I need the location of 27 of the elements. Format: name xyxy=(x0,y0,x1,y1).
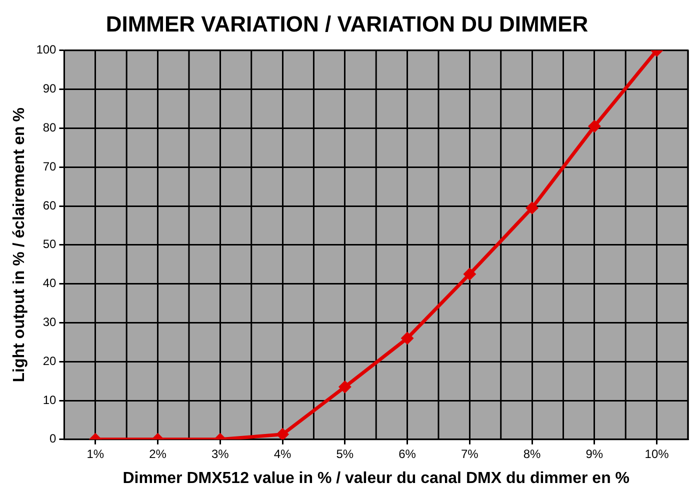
y-tick-label: 60 xyxy=(42,198,57,212)
x-tick-label: 7% xyxy=(461,446,479,461)
x-tick-label: 1% xyxy=(86,446,104,461)
x-tick-label: 8% xyxy=(523,446,542,461)
y-tick-label: 100 xyxy=(36,42,57,57)
y-tick-label: 50 xyxy=(42,237,57,252)
y-tick-label: 90 xyxy=(42,82,57,96)
x-tick-label: 3% xyxy=(211,446,230,461)
y-tick-label: 0 xyxy=(50,432,57,446)
chart-title: DIMMER VARIATION / VARIATION DU DIMMER xyxy=(106,11,588,36)
y-tick-label: 70 xyxy=(42,159,57,174)
x-axis-title: Dimmer DMX512 value in % / valeur du canal DMX du dimmer en % xyxy=(122,470,630,487)
y-tick-label: 20 xyxy=(42,354,57,368)
x-tick-label: 6% xyxy=(398,446,416,461)
x-tick-label: 2% xyxy=(149,446,167,461)
x-tick-label: 9% xyxy=(586,446,604,461)
point xyxy=(526,202,538,214)
point xyxy=(588,120,600,132)
y-tick-label: 40 xyxy=(42,276,57,290)
point xyxy=(464,268,476,280)
y-tick-label: 10 xyxy=(42,392,57,407)
y-tick-label: 80 xyxy=(42,120,57,135)
x-tick-label: 10% xyxy=(644,446,670,461)
y-tick-label: 30 xyxy=(42,315,57,330)
x-tick-label: 4% xyxy=(274,446,292,461)
y-axis-title: Light output in % / éclairement en % xyxy=(11,108,28,382)
x-tick-label: 5% xyxy=(336,446,354,461)
